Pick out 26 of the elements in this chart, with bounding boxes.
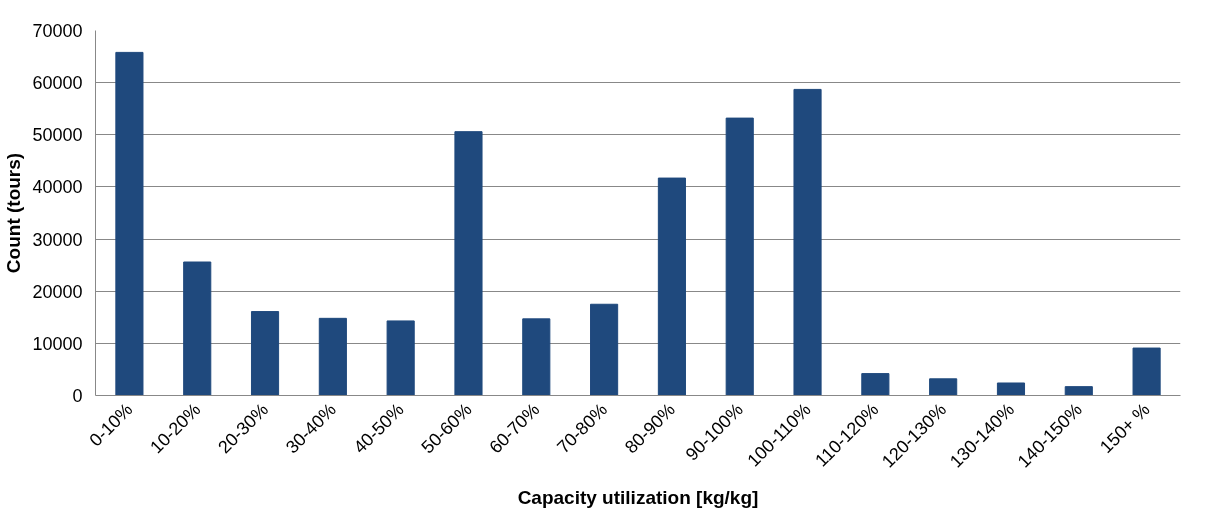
- y-tick-label: 0: [72, 386, 83, 406]
- bar: [454, 131, 483, 396]
- x-axis-title: Capacity utilization [kg/kg]: [517, 486, 759, 508]
- bar: [318, 317, 347, 396]
- bar: [1064, 386, 1093, 396]
- bar: [725, 117, 754, 396]
- y-tick-label: 70000: [32, 21, 83, 41]
- y-tick-label: 40000: [32, 177, 83, 198]
- y-tick-label: 30000: [32, 229, 83, 250]
- y-tick-label: 10000: [32, 333, 83, 354]
- bar: [1132, 347, 1161, 396]
- y-tick-label: 20000: [32, 281, 83, 302]
- bar: [386, 320, 415, 396]
- bar: [183, 261, 212, 396]
- bar: [522, 318, 551, 396]
- bar: [996, 382, 1026, 396]
- bar: [793, 88, 822, 396]
- bar: [115, 51, 144, 396]
- bar: [861, 373, 890, 396]
- y-tick-label: 60000: [32, 73, 83, 94]
- bar: [590, 303, 619, 396]
- bar: [657, 177, 686, 396]
- y-axis-title: Count (tours): [3, 152, 25, 274]
- y-tick-label: 50000: [32, 125, 83, 146]
- bar: [250, 311, 280, 396]
- bar: [929, 378, 958, 396]
